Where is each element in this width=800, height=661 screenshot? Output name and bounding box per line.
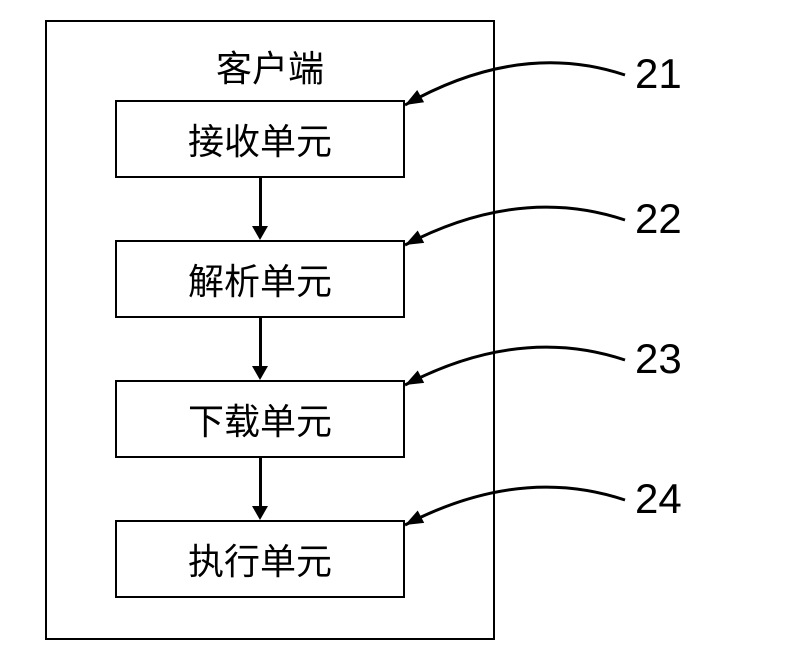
callout-line-execute bbox=[0, 0, 800, 661]
callout-label-execute: 24 bbox=[635, 475, 682, 523]
